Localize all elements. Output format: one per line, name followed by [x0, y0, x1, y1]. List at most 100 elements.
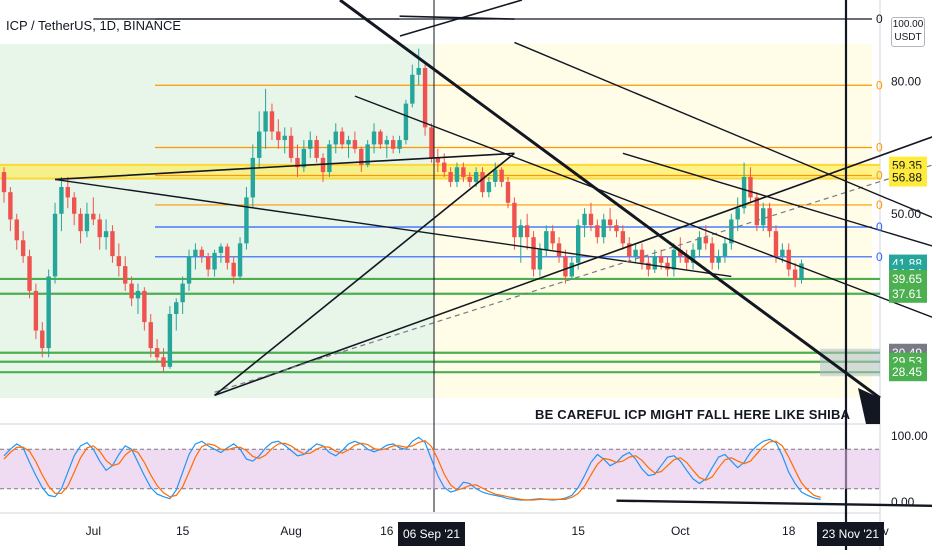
candle-body [627, 243, 632, 257]
candle-body [327, 144, 332, 173]
candle-body [339, 131, 345, 145]
time-axis-label: Jul [86, 524, 101, 538]
candle-body [378, 131, 383, 145]
candle-body [199, 249, 204, 257]
candle-body [180, 283, 185, 303]
candle-body [135, 290, 141, 299]
candle-body [142, 290, 147, 323]
candle-body [486, 181, 492, 193]
price-tick: 80.00 [891, 75, 921, 89]
candle-body [556, 243, 562, 257]
candle-body [52, 213, 58, 277]
candle-body [110, 231, 115, 257]
candle-body [231, 262, 236, 277]
trend-line-dashed [214, 164, 932, 393]
target-zone [820, 348, 880, 377]
candle-body [601, 219, 606, 238]
candle-body [46, 276, 51, 349]
trend-lines[interactable] [54, 0, 932, 550]
candle-body [71, 197, 77, 214]
candle-body [276, 131, 281, 141]
channel-line-c [622, 152, 932, 247]
candle-body [116, 256, 122, 267]
candle-body [308, 140, 313, 149]
candle-body [741, 176, 747, 209]
warning-annotation: BE CAREFUL ICP MIGHT FALL HERE LIKE SHIB… [535, 407, 851, 422]
candle-body [384, 140, 389, 145]
time-axis-label: 15 [572, 524, 586, 538]
candle-body [148, 322, 153, 349]
candle-body [697, 237, 702, 250]
candles [1, 48, 804, 372]
yellow-band [0, 164, 880, 179]
candle-body [792, 269, 798, 281]
price-tick: 50.00 [891, 207, 921, 221]
price-badge [889, 168, 927, 187]
channel-line-a [354, 95, 932, 318]
fib-label: 0 [876, 198, 883, 212]
candle-body [703, 237, 708, 244]
trend-line-zigzag [214, 152, 515, 396]
fib-label: 0 [876, 78, 883, 92]
candle-body [40, 330, 45, 349]
time-axis-label: Aug [280, 524, 301, 538]
candle-body [646, 262, 651, 270]
candle-body [237, 243, 243, 277]
candle-body [20, 240, 26, 257]
candle-body [652, 256, 657, 270]
candle-body [103, 231, 109, 238]
candle-body [174, 302, 179, 314]
currency-unit: USDT [894, 32, 922, 43]
candle-body [371, 131, 377, 145]
price-badge-label: 28.45 [892, 365, 922, 379]
candle-body [722, 243, 728, 257]
candle-body [167, 313, 173, 367]
time-axis-label: Oct [671, 524, 690, 538]
yellow-zone [434, 44, 872, 400]
candle-body [569, 262, 575, 277]
candle-body [27, 256, 32, 291]
fib-label: 0 [876, 168, 883, 182]
candle-body [123, 266, 128, 284]
candle-body [257, 131, 262, 158]
candle-body [416, 68, 421, 75]
arrow-head [858, 388, 880, 424]
lower-area [0, 398, 880, 424]
candle-body [269, 111, 275, 132]
candle-body [218, 246, 224, 253]
candle-body [786, 249, 791, 270]
candle-body [59, 186, 64, 214]
background-zones [0, 44, 880, 424]
candle-body [761, 208, 766, 226]
candle-body [582, 213, 587, 226]
stoch-tick: 0.00 [891, 495, 915, 509]
candle-body [1, 172, 7, 193]
candle-body [537, 249, 543, 270]
currency-unit-button[interactable]: 100.00 USDT [891, 17, 925, 47]
green-zone [0, 44, 434, 400]
upper-ray [399, 0, 523, 37]
candle-body [729, 219, 734, 244]
candle-body [780, 249, 785, 257]
candle-body [473, 172, 479, 182]
price-badge-label: 56.88 [892, 171, 922, 185]
candle-body [671, 249, 677, 270]
candle-body [161, 357, 166, 367]
candle-body [352, 140, 358, 149]
price-badge-label: 39.65 [892, 272, 922, 286]
price-badge [889, 284, 927, 303]
candle-body [748, 176, 753, 198]
candle-body [403, 103, 409, 141]
candle-body [658, 256, 664, 263]
candle-body [512, 202, 517, 238]
candle-body [665, 262, 670, 270]
candle-body [461, 167, 466, 177]
time-axis-label: 15 [176, 524, 190, 538]
fib-label: 0 [876, 141, 883, 155]
candle-body [550, 231, 555, 244]
currency-top-value: 100.00 [892, 19, 924, 30]
candle-body [346, 140, 351, 145]
candle-body [91, 213, 96, 220]
candle-body [314, 140, 319, 158]
